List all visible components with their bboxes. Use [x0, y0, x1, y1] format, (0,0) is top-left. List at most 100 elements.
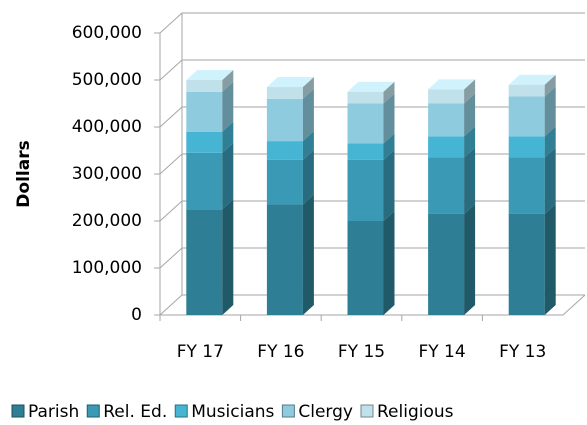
bar-face: [266, 87, 303, 99]
x-tick-label: FY 13: [499, 342, 546, 362]
bar-face: [383, 133, 395, 160]
bar-face: [186, 131, 223, 153]
bar-face: [383, 149, 395, 221]
bar-face: [508, 136, 545, 158]
x-tick-label: FY 17: [177, 342, 224, 362]
bar-face: [464, 147, 476, 214]
bar-face: [186, 209, 223, 315]
bar-face: [347, 159, 384, 221]
bar-face: [544, 74, 556, 97]
bar-face: [428, 213, 465, 315]
bar-face: [383, 211, 395, 315]
bar-segment: [266, 149, 314, 205]
bar-segment: [428, 93, 476, 137]
bar-face: [266, 77, 314, 88]
bar-segment: [347, 149, 395, 221]
bar-segment: [266, 131, 314, 160]
bar-face: [266, 98, 303, 142]
bar-segment: [186, 70, 234, 92]
bar-face: [508, 213, 545, 315]
legend-swatch: [281, 404, 295, 418]
y-tick-label: 500,000: [72, 70, 142, 90]
bar-face: [302, 194, 314, 315]
legend-label: Rel. Ed.: [103, 402, 167, 422]
bar-face: [347, 81, 395, 92]
bar-segment: [347, 93, 395, 144]
bar-face: [544, 126, 556, 158]
bar-face: [544, 147, 556, 214]
y-tick-label: 300,000: [72, 164, 142, 184]
bar-face: [383, 93, 395, 144]
bar-face: [222, 199, 234, 315]
bar-segment: [508, 126, 556, 158]
bar-segment: [508, 86, 556, 137]
bar-face: [428, 157, 465, 214]
y-axis-label: Dollars: [14, 140, 34, 207]
bar-segment: [347, 133, 395, 160]
bar-segment: [347, 81, 395, 104]
bar-face: [266, 141, 303, 160]
bar-face: [347, 91, 384, 104]
legend-swatch: [86, 404, 100, 418]
bar-face: [186, 70, 234, 80]
legend-label: Parish: [28, 402, 79, 422]
bar-segment: [186, 81, 234, 132]
y-tick-label: 0: [131, 305, 142, 325]
bar-face: [347, 221, 384, 315]
x-tick-label: FY 15: [338, 342, 385, 362]
bar-face: [544, 86, 556, 137]
legend-swatch: [360, 404, 374, 418]
y-tick-label: 100,000: [72, 258, 142, 278]
bar-face: [222, 121, 234, 153]
grid-line: [154, 59, 585, 81]
bar-segment: [508, 203, 556, 315]
bar-face: [302, 77, 314, 99]
bar-segment: [186, 199, 234, 315]
bar-segment: [266, 77, 314, 99]
legend-swatch: [11, 404, 25, 418]
bar-face: [302, 149, 314, 205]
legend-label: Religious: [377, 402, 454, 422]
y-tick-label: 200,000: [72, 211, 142, 231]
bar-segment: [428, 203, 476, 315]
bar-segment: [428, 79, 476, 104]
y-tick-label: 600,000: [72, 23, 142, 43]
bar-face: [428, 89, 465, 104]
bar-segment: [428, 126, 476, 158]
bar-face: [428, 79, 476, 90]
bar-segment: [347, 211, 395, 315]
bar-face: [464, 126, 476, 158]
x-tick-label: FY 14: [418, 342, 465, 362]
bar-segment: [508, 147, 556, 214]
bar-face: [383, 81, 395, 104]
bar-face: [266, 159, 303, 205]
bar-face: [222, 81, 234, 132]
bar-face: [508, 74, 556, 85]
bar-face: [186, 152, 223, 210]
bar-face: [302, 131, 314, 160]
bar-face: [428, 103, 465, 137]
grid-line: [154, 12, 585, 34]
bar-face: [266, 204, 303, 315]
bar-face: [464, 79, 476, 104]
bar-face: [428, 136, 465, 158]
bar-face: [464, 203, 476, 315]
bar-face: [464, 93, 476, 137]
bar-face: [222, 70, 234, 92]
x-tick-label: FY 16: [257, 342, 304, 362]
bar-segment: [266, 88, 314, 142]
bar-face: [186, 91, 223, 132]
y-tick-label: 400,000: [72, 117, 142, 137]
legend-label: Musicians: [191, 402, 274, 422]
bar-face: [508, 157, 545, 214]
bar-face: [508, 96, 545, 137]
legend-label: Clergy: [298, 402, 353, 422]
bar-face: [347, 143, 384, 160]
bar-segment: [186, 121, 234, 153]
legend-swatch: [174, 404, 188, 418]
bar-segment: [266, 194, 314, 315]
bar-segment: [428, 147, 476, 214]
bar-face: [544, 203, 556, 315]
bar-segment: [186, 142, 234, 210]
